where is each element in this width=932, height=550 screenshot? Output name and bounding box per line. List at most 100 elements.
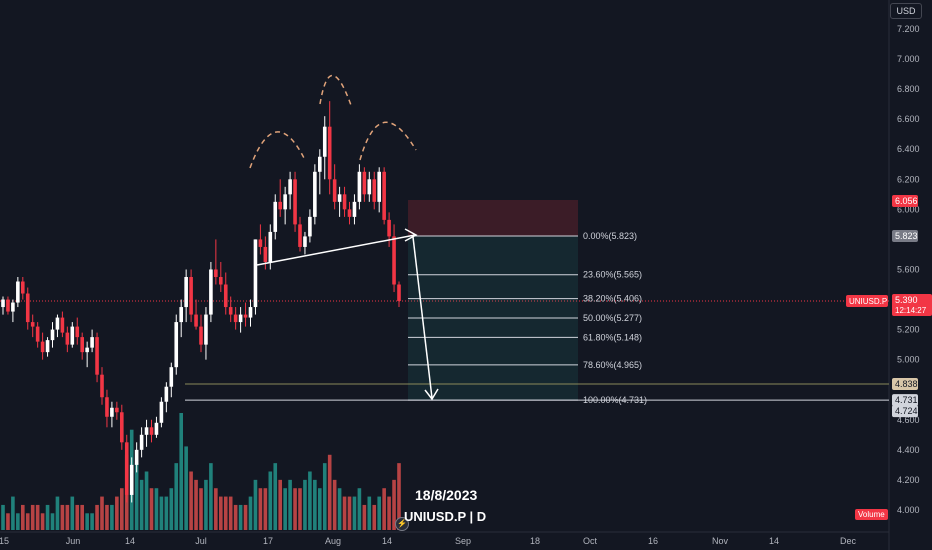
candle-body (85, 347, 89, 353)
volume-bar (95, 504, 99, 530)
volume-bar (268, 471, 273, 530)
high-price-badge: 6.056 (895, 196, 918, 206)
volume-bar (134, 463, 139, 530)
candle-body (288, 179, 292, 195)
candle-body (397, 284, 401, 302)
volume-bar (139, 479, 144, 530)
volume-bar (347, 496, 352, 530)
volume-bar (189, 471, 193, 530)
volume-bar (362, 504, 367, 530)
time-tick-label: 18 (530, 536, 540, 546)
candle-body (184, 276, 188, 308)
volume-bar (327, 454, 332, 530)
candle-body (100, 374, 104, 398)
candle-body (283, 194, 287, 210)
candle-body (1, 299, 5, 308)
candle-body (154, 422, 159, 435)
candle-body (120, 412, 124, 443)
candle-body (30, 322, 35, 327)
candle-body (347, 209, 352, 217)
candle-body (342, 194, 347, 210)
volume-bar (219, 496, 223, 530)
volume-bar (21, 504, 25, 530)
volume-bar (263, 488, 268, 530)
currency-badge[interactable]: USD (890, 3, 922, 19)
volume-bar (233, 504, 238, 530)
volume-bar (174, 463, 179, 530)
volume-bar (100, 496, 104, 530)
volume-bar (243, 504, 248, 530)
volume-bar (60, 504, 65, 530)
candle-body (21, 281, 25, 294)
candle-body (159, 401, 164, 423)
volume-bar (253, 479, 258, 530)
volume-bar (397, 463, 401, 530)
volume-bar (322, 463, 327, 530)
time-tick-label: 14 (382, 536, 392, 546)
volume-bar (337, 488, 342, 530)
fib-stop-zone (408, 200, 578, 236)
candle-body (293, 179, 297, 225)
candle-body (352, 201, 357, 217)
price-tick-label: 6.400 (897, 144, 920, 154)
price-tick-label: 4.600 (897, 415, 920, 425)
candle-body (377, 171, 381, 202)
price-tick-label: 6.600 (897, 114, 920, 124)
volume-bar (204, 479, 208, 530)
volume-bar (199, 488, 203, 530)
fib-level-label: 78.60%(4.965) (583, 360, 642, 370)
volume-bar (75, 504, 80, 530)
price-tick-label: 5.000 (897, 355, 920, 365)
symbol-tag-bg (846, 295, 888, 308)
candle-body (273, 201, 278, 232)
candle-body (298, 224, 302, 247)
candle-body (174, 322, 179, 368)
candle-body (129, 464, 134, 495)
volume-bar (120, 488, 124, 530)
volume-bar (6, 513, 10, 530)
volume-bar (30, 504, 35, 530)
volume-bar (228, 496, 233, 530)
fib-top-badge-bg (892, 229, 918, 242)
candle-body (228, 307, 233, 315)
candle-body (105, 397, 109, 417)
candle-body (144, 427, 149, 435)
level-b-badge: 4.731 (895, 395, 918, 405)
level-b-badge-bg (892, 394, 918, 407)
left-shoulder-arc (249, 131, 306, 169)
volume-bar (110, 504, 114, 530)
candle-body (268, 231, 273, 262)
candle-body (278, 201, 282, 210)
price-tick-label: 5.200 (897, 325, 920, 335)
time-tick-label: 16 (648, 536, 658, 546)
volume-bar (90, 513, 94, 530)
price-tick-label: 4.200 (897, 475, 920, 485)
candle-body (45, 340, 50, 353)
volume-bar (149, 488, 154, 530)
volume-bar (184, 446, 188, 530)
time-tick-label: 14 (125, 536, 135, 546)
fib-level-label: 23.60%(5.565) (583, 270, 642, 280)
price-tick-label: 7.000 (897, 54, 920, 64)
candle-body (194, 314, 198, 327)
candle-body (387, 219, 391, 237)
time-tick-label: Jun (66, 536, 81, 546)
volume-bar (342, 496, 347, 530)
price-tick-label: 7.200 (897, 24, 920, 34)
volume-bar (16, 513, 20, 530)
volume-bar (367, 496, 372, 530)
candle-body (253, 239, 258, 308)
volume-bar (50, 513, 55, 530)
volume-bar (55, 496, 60, 530)
time-tick-label: 14 (769, 536, 779, 546)
price-tick-label: 5.600 (897, 264, 920, 274)
volume-bar (169, 488, 174, 530)
bolt-icon[interactable]: ⚡ (395, 517, 409, 531)
volume-tag: Volume (855, 509, 888, 520)
candle-body (11, 302, 15, 312)
volume-bar (332, 479, 337, 530)
volume-bar (164, 496, 169, 530)
time-tick-label: Aug (325, 536, 341, 546)
candle-body (258, 239, 263, 247)
